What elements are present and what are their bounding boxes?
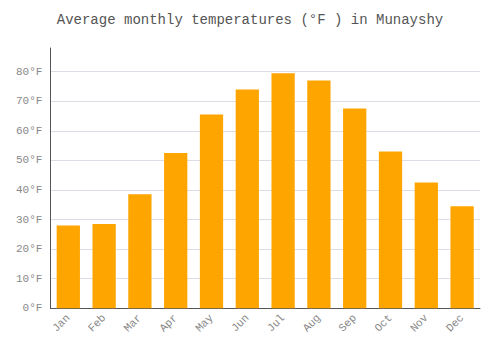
svg-text:Nov: Nov xyxy=(408,312,431,335)
svg-text:60°F: 60°F xyxy=(16,125,42,137)
svg-text:10°F: 10°F xyxy=(16,273,42,285)
svg-text:Feb: Feb xyxy=(86,312,108,334)
svg-text:Dec: Dec xyxy=(444,312,466,334)
svg-text:Mar: Mar xyxy=(122,312,144,334)
svg-text:70°F: 70°F xyxy=(16,95,42,107)
svg-text:80°F: 80°F xyxy=(16,66,42,78)
svg-text:Jun: Jun xyxy=(229,312,251,334)
svg-text:May: May xyxy=(193,312,216,335)
svg-text:30°F: 30°F xyxy=(16,214,42,226)
svg-text:Sep: Sep xyxy=(336,312,358,334)
svg-text:40°F: 40°F xyxy=(16,184,42,196)
svg-text:Oct: Oct xyxy=(372,312,394,334)
svg-text:0°F: 0°F xyxy=(23,302,43,314)
svg-text:Aug: Aug xyxy=(301,312,323,334)
svg-text:20°F: 20°F xyxy=(16,243,42,255)
svg-text:Jul: Jul xyxy=(265,312,287,334)
svg-text:Jan: Jan xyxy=(50,312,72,334)
svg-text:Average monthly temperatures (: Average monthly temperatures (°F ) in Mu… xyxy=(57,12,443,28)
svg-text:Apr: Apr xyxy=(157,312,179,334)
svg-text:50°F: 50°F xyxy=(16,154,42,166)
